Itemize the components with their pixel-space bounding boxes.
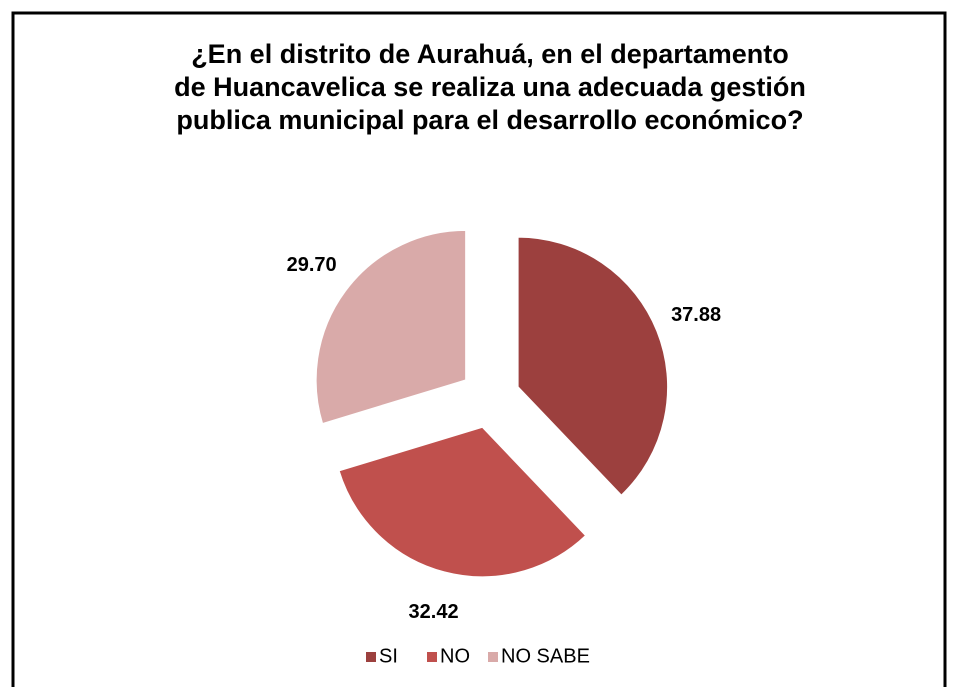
pie-slice — [337, 426, 587, 578]
data-label: 32.42 — [409, 601, 459, 623]
legend-label: NO SABE — [501, 645, 590, 667]
legend-swatch — [488, 652, 498, 662]
legend-label: NO — [440, 645, 470, 667]
chart-title: ¿En el distrito de Aurahuá, en el depart… — [191, 39, 789, 69]
data-label: 37.88 — [671, 304, 721, 326]
legend-label: SI — [379, 645, 398, 667]
legend-swatch — [427, 652, 437, 662]
chart-title: publica municipal para el desarrollo eco… — [176, 105, 803, 135]
pie-slice — [315, 229, 467, 425]
pie-slice — [517, 236, 669, 497]
chart-title: de Huancavelica se realiza una adecuada … — [174, 72, 806, 102]
data-label: 29.70 — [287, 254, 337, 276]
legend-swatch — [366, 652, 376, 662]
